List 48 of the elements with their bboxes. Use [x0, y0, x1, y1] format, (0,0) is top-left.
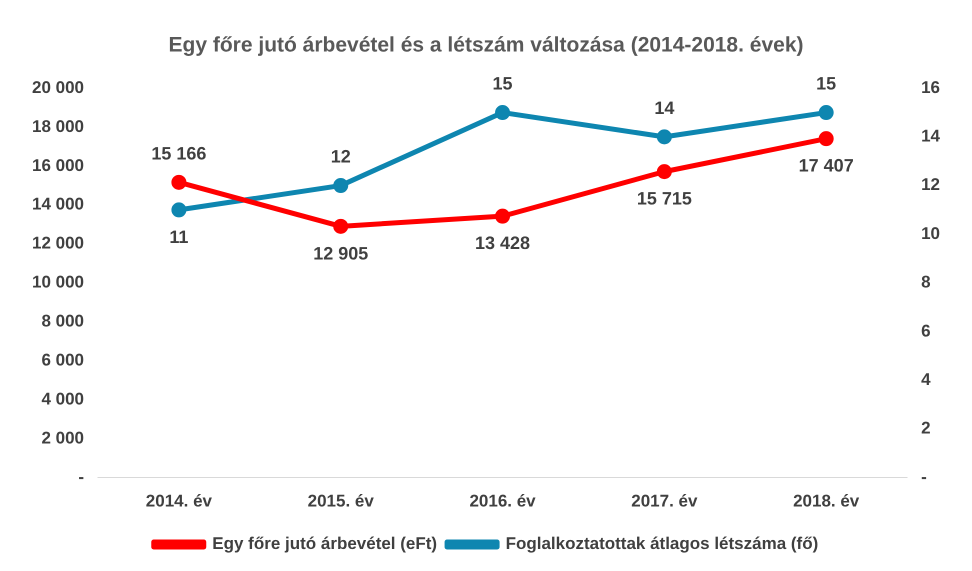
point	[171, 202, 186, 218]
data-label: 11	[169, 226, 188, 247]
y-tick-label: 14 000	[32, 194, 84, 214]
data-label: 15 715	[636, 188, 692, 209]
y-tick-label: -	[78, 467, 84, 486]
data-label: 12 905	[313, 243, 368, 264]
legend-label: Foglalkoztatottak átlagos létszáma (fő)	[506, 534, 818, 554]
x-tick-label: 2015. év	[308, 491, 374, 510]
data-label: 15	[492, 74, 513, 94]
point	[171, 174, 186, 190]
point	[495, 105, 510, 120]
point	[818, 131, 834, 146]
point	[656, 129, 672, 144]
x-tick-label: 2016. év	[469, 491, 536, 510]
y2-tick-label: 2	[921, 418, 931, 438]
y-tick-label: 8 000	[41, 312, 84, 331]
chart-title: Egy főre jutó árbevétel és a létszám változása (2014-2018. évek)	[168, 33, 804, 56]
data-label: 14	[654, 98, 674, 118]
data-label: 13 428	[475, 233, 530, 254]
y-tick-label: 4 000	[41, 389, 84, 408]
point	[656, 164, 672, 180]
point	[333, 178, 348, 194]
data-label: 12	[330, 146, 351, 167]
y-tick-label: 18 000	[32, 116, 84, 136]
y2-tick-label: 8	[921, 272, 931, 292]
y2-tick-label: 12	[921, 175, 940, 194]
point	[495, 208, 510, 224]
y-tick-label: 6 000	[41, 350, 84, 370]
point	[818, 105, 834, 120]
y-tick-label: 12 000	[32, 234, 84, 253]
y2-tick-label: 6	[921, 321, 931, 340]
y2-tick-label: 14	[921, 126, 941, 146]
y-tick-label: 16 000	[32, 156, 84, 175]
point	[333, 218, 348, 234]
y2-tick-label: 4	[921, 370, 932, 389]
x-tick-label: 2017. év	[631, 491, 698, 510]
y-tick-label: 10 000	[32, 272, 84, 292]
data-label: 15 166	[151, 143, 206, 164]
legend-label: Egy főre jutó árbevétel (eFt)	[212, 534, 438, 554]
y2-tick-label: 10	[921, 224, 940, 243]
y2-tick-label: -	[921, 467, 927, 486]
data-label: 15	[816, 74, 836, 94]
x-tick-label: 2018. év	[793, 491, 860, 510]
x-tick-label: 2014. év	[146, 491, 213, 510]
y2-tick-label: 16	[921, 78, 940, 97]
y-tick-label: 20 000	[32, 78, 84, 97]
y-tick-label: 2 000	[41, 428, 84, 448]
data-label: 17 407	[798, 156, 854, 176]
